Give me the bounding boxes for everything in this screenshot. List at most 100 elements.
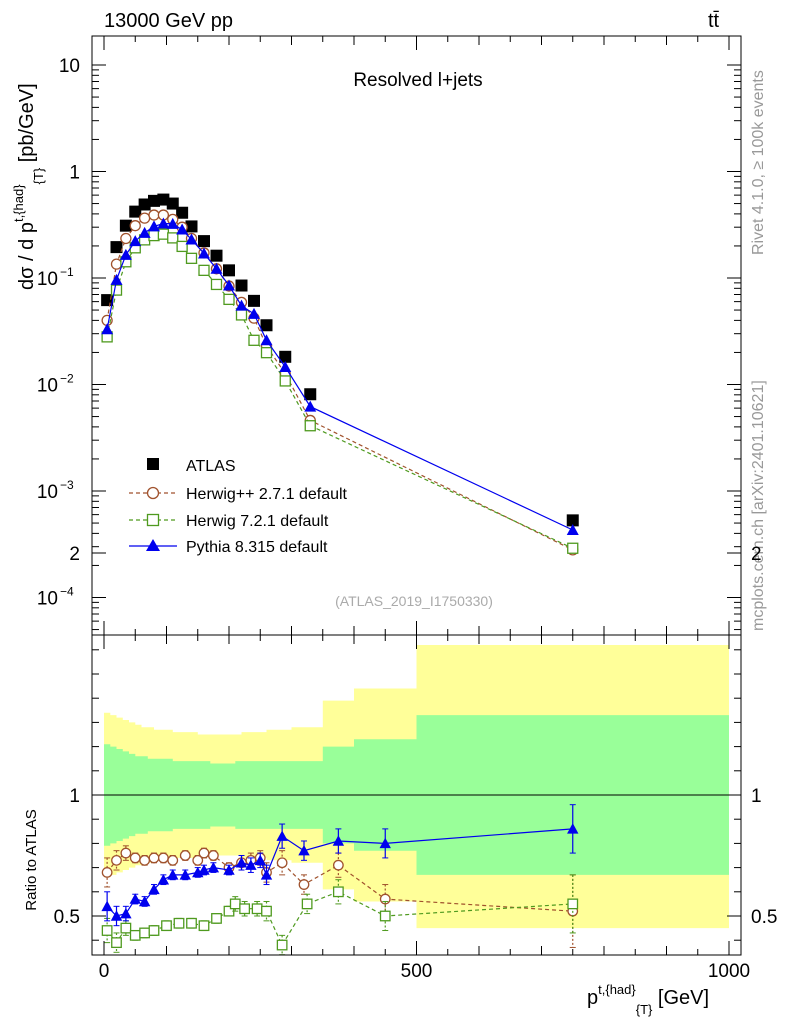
- data-point-pythia: [138, 895, 151, 907]
- data-point-herwigpp: [167, 854, 179, 866]
- legend-marker-herwig7: [146, 513, 160, 527]
- data-point-pythia: [276, 830, 288, 841]
- data-point-pythia: [129, 235, 142, 247]
- main-y-axis-label: dσ / d pt,{had}{T} [pb/GeV]: [11, 83, 46, 290]
- legend: ATLAS Herwig++ 2.7.1 default Herwig 7.2.…: [129, 458, 348, 556]
- data-point-herwig7: [211, 913, 222, 924]
- data-point-herwig7: [304, 420, 316, 432]
- legend-label-atlas: ATLAS: [186, 458, 236, 475]
- data-point-pythia: [260, 334, 273, 346]
- data-point-herwigpp: [129, 852, 141, 864]
- ratio-y-tick-label-right: 0.5: [751, 907, 777, 928]
- data-point-pythia: [166, 217, 179, 229]
- data-point-pythia: [279, 360, 292, 372]
- data-point-pythia: [101, 323, 114, 335]
- data-point-herwig7: [186, 917, 197, 929]
- data-point-herwig7: [235, 309, 248, 321]
- data-point-atlas: [260, 319, 273, 332]
- ratio-axis-ticks: 0.5 0.5 1 1 2 2 0 500 1000: [54, 544, 778, 982]
- ratio-y-tick-label-left: 0.5: [54, 907, 80, 928]
- data-point-herwig7: [223, 293, 235, 306]
- data-point-herwigpp: [111, 854, 122, 866]
- x-tick-label: 0: [99, 961, 110, 982]
- mcplots-label: mcplots.cern.ch [arXiv:2401.10621]: [750, 380, 767, 631]
- data-point-pythia: [223, 279, 235, 291]
- ratio-y-tick-label-left: 2: [69, 544, 80, 565]
- data-point-herwig7: [120, 922, 132, 934]
- main-y-tick-exponent: −2: [60, 372, 74, 386]
- ratio-y-tick-label-left: 1: [69, 786, 80, 807]
- legend-label-herwig7: Herwig 7.2.1 default: [186, 513, 329, 530]
- data-point-herwig7: [198, 264, 210, 276]
- legend-label-herwigpp: Herwig++ 2.7.1 default: [186, 486, 348, 503]
- data-point-atlas: [176, 206, 189, 219]
- data-point-pythia: [304, 400, 317, 412]
- data-point-pythia: [332, 835, 345, 846]
- data-point-atlas: [223, 264, 235, 277]
- data-point-herwigpp: [198, 847, 210, 859]
- data-point-atlas: [148, 194, 160, 207]
- main-y-tick-label: 10: [37, 376, 58, 397]
- legend-label-pythia: Pythia 8.315 default: [186, 539, 328, 556]
- rivet-version-label: Rivet 4.1.0, ≥ 100k events: [750, 70, 767, 255]
- data-point-herwig7: [261, 905, 272, 917]
- data-point-pythia: [148, 220, 160, 232]
- data-point-herwig7: [157, 228, 170, 240]
- ratio-line-pythia: [106, 828, 573, 917]
- ratio-y-tick-label-right: 2: [751, 544, 762, 565]
- main-y-tick-exponent: −4: [60, 585, 74, 599]
- main-y-tick-label: 1: [69, 163, 80, 184]
- data-point-pythia: [101, 900, 113, 912]
- data-point-atlas: [235, 279, 248, 292]
- data-point-atlas: [119, 219, 132, 232]
- data-point-pythia: [157, 217, 170, 229]
- data-point-pythia: [248, 307, 260, 319]
- ratio-uncertainty-bands: [104, 645, 729, 929]
- data-point-pythia: [254, 854, 266, 866]
- data-point-herwig7: [567, 898, 579, 910]
- main-y-tick-label: 10: [37, 482, 58, 503]
- energy-label: 13000 GeV pp: [104, 10, 233, 32]
- data-point-atlas: [198, 235, 210, 248]
- data-point-atlas: [166, 197, 179, 210]
- data-point-atlas: [279, 350, 292, 363]
- data-point-herwigpp: [157, 852, 169, 864]
- analysis-tag: (ATLAS_2019_I1750330): [335, 593, 493, 609]
- data-point-herwigpp: [138, 212, 151, 224]
- data-point-herwigpp: [276, 857, 288, 869]
- data-point-herwig7: [110, 284, 123, 296]
- data-point-herwigpp: [120, 232, 132, 245]
- main-y-axis-label-text: dσ / d pt,{had}{T} [pb/GeV]: [11, 83, 46, 290]
- data-point-herwig7: [161, 920, 172, 932]
- ratio-plot-frame: [91, 634, 742, 956]
- data-point-atlas: [248, 294, 260, 307]
- data-point-pythia: [566, 524, 579, 536]
- data-point-herwig7: [251, 903, 263, 915]
- data-point-pythia: [179, 869, 191, 880]
- data-point-herwig7: [248, 334, 260, 346]
- data-point-pythia: [298, 844, 310, 856]
- data-point-pythia: [198, 864, 210, 875]
- data-point-pythia: [223, 864, 235, 875]
- data-point-herwig7: [276, 939, 288, 951]
- data-point-pythia: [379, 837, 391, 849]
- data-point-atlas: [129, 205, 142, 218]
- data-point-herwigpp: [129, 220, 141, 232]
- data-point-atlas: [210, 249, 223, 262]
- data-point-herwig7: [176, 240, 188, 253]
- data-point-herwig7: [148, 925, 160, 936]
- data-point-herwig7: [198, 920, 210, 932]
- ratio-series-layer: [101, 804, 579, 956]
- data-point-pythia: [110, 273, 123, 285]
- data-point-herwigpp: [332, 859, 344, 871]
- x-tick-label: 500: [401, 961, 433, 982]
- data-point-herwig7: [129, 929, 141, 941]
- main-y-tick-label: 10: [37, 269, 58, 290]
- main-y-tick-exponent: −3: [60, 478, 74, 492]
- data-point-herwigpp: [179, 850, 191, 861]
- data-point-atlas: [110, 241, 123, 254]
- data-point-herwig7: [148, 229, 160, 242]
- data-point-herwigpp: [110, 258, 123, 270]
